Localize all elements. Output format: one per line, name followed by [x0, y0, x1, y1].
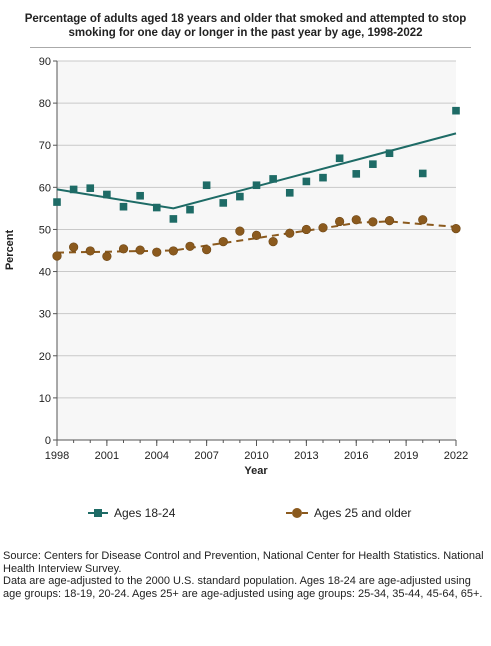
data-point-ages-25-older — [168, 246, 178, 256]
y-tick-label: 80 — [39, 98, 51, 110]
data-point-ages-25-older — [318, 223, 328, 233]
data-point-ages-18-24 — [452, 106, 460, 115]
data-point-ages-18-24 — [219, 199, 228, 207]
data-point-ages-18-24 — [86, 184, 95, 192]
title-divider — [30, 47, 471, 48]
legend-label-ages-18-24: Ages 18-24 — [114, 506, 176, 520]
data-point-ages-25-older — [118, 244, 129, 254]
data-points — [52, 106, 461, 261]
data-point-ages-25-older — [351, 215, 361, 225]
y-tick-label: 30 — [39, 309, 51, 321]
data-point-ages-25-older — [52, 251, 62, 261]
data-point-ages-25-older — [235, 226, 245, 236]
legend-label-ages-25-older: Ages 25 and older — [314, 506, 412, 520]
data-point-ages-25-older — [268, 237, 278, 247]
x-tick-label: 2013 — [294, 450, 318, 462]
x-tick-label: 2010 — [244, 450, 268, 462]
chart-notes: Source: Centers for Disease Control and … — [3, 550, 489, 600]
data-point-ages-18-24 — [385, 149, 394, 158]
y-tick-label: 40 — [39, 267, 51, 279]
axes: 0 10 20 30 40 50 60 70 80 90 1998 2001 2004 2007 2010 2… — [39, 56, 468, 462]
data-point-ages-25-older — [301, 224, 311, 235]
data-point-ages-25-older — [152, 247, 162, 257]
data-point-ages-25-older — [335, 216, 345, 227]
data-point-ages-18-24 — [53, 198, 61, 206]
data-point-ages-18-24 — [103, 190, 111, 199]
data-point-ages-18-24 — [285, 189, 294, 197]
data-point-ages-18-24 — [202, 181, 211, 190]
y-tick-label: 70 — [39, 140, 51, 152]
y-tick-label: 90 — [39, 56, 51, 68]
data-point-ages-25-older — [451, 224, 461, 234]
data-point-ages-25-older — [102, 251, 112, 261]
x-tick-label: 2016 — [344, 450, 368, 462]
data-point-ages-18-24 — [335, 154, 344, 163]
detail-note: Data are age-adjusted to the 2000 U.S. s… — [3, 575, 483, 600]
data-point-ages-25-older — [135, 245, 145, 255]
data-point-ages-18-24 — [152, 203, 161, 212]
x-tick-label: 2019 — [394, 450, 418, 462]
data-point-ages-18-24 — [119, 202, 128, 211]
y-tick-label: 60 — [39, 182, 51, 194]
data-point-ages-18-24 — [369, 160, 377, 168]
x-axis-title: Year — [244, 465, 268, 477]
data-point-ages-18-24 — [269, 175, 277, 183]
data-point-ages-25-older — [85, 246, 95, 256]
data-point-ages-25-older — [251, 230, 262, 240]
data-point-ages-25-older — [368, 217, 378, 227]
plot-area — [57, 61, 456, 440]
x-tick-label: 2022 — [444, 450, 468, 462]
data-point-ages-25-older — [185, 241, 195, 251]
y-tick-label: 50 — [39, 224, 51, 236]
data-point-ages-25-older — [418, 215, 428, 225]
legend-swatch-ages-18-24 — [88, 509, 108, 517]
data-point-ages-25-older — [218, 237, 228, 247]
legend-item-ages-25-older: Ages 25 and older — [286, 506, 411, 520]
data-point-ages-18-24 — [169, 215, 178, 223]
x-tick-label: 2004 — [145, 450, 169, 462]
data-point-ages-18-24 — [302, 177, 311, 186]
chart-plot: 0 10 20 30 40 50 60 70 80 90 1998 2001 2004 2007 2010 2… — [4, 56, 468, 477]
chart-title: Percentage of adults aged 18 years and o… — [24, 13, 467, 39]
grid-lines — [57, 60, 456, 399]
source-note: Source: Centers for Disease Control and … — [3, 550, 484, 575]
data-point-ages-18-24 — [236, 192, 244, 201]
data-point-ages-18-24 — [319, 173, 327, 182]
y-axis-title: Percent — [4, 229, 16, 270]
y-tick-label: 10 — [39, 393, 51, 405]
data-point-ages-25-older — [69, 242, 79, 252]
data-point-ages-18-24 — [252, 181, 261, 190]
legend-swatch-ages-25-older — [286, 508, 308, 518]
x-tick-label: 2007 — [194, 450, 218, 462]
trend-line-ages-18-24 — [56, 132, 457, 210]
data-point-ages-25-older — [202, 245, 212, 255]
data-point-ages-25-older — [384, 216, 395, 226]
data-point-ages-18-24 — [418, 169, 427, 178]
y-tick-label: 20 — [39, 351, 51, 363]
data-point-ages-18-24 — [69, 185, 78, 194]
y-tick-label: 0 — [45, 435, 51, 447]
data-point-ages-25-older — [285, 228, 295, 238]
data-point-ages-18-24 — [136, 191, 144, 200]
data-point-ages-18-24 — [186, 205, 194, 214]
legend-item-ages-18-24: Ages 18-24 — [88, 506, 175, 520]
x-tick-label: 2001 — [95, 450, 119, 462]
legend: Ages 18-24 Ages 25 and older — [0, 506, 491, 524]
x-tick-label: 1998 — [45, 450, 69, 462]
data-point-ages-18-24 — [352, 170, 361, 178]
